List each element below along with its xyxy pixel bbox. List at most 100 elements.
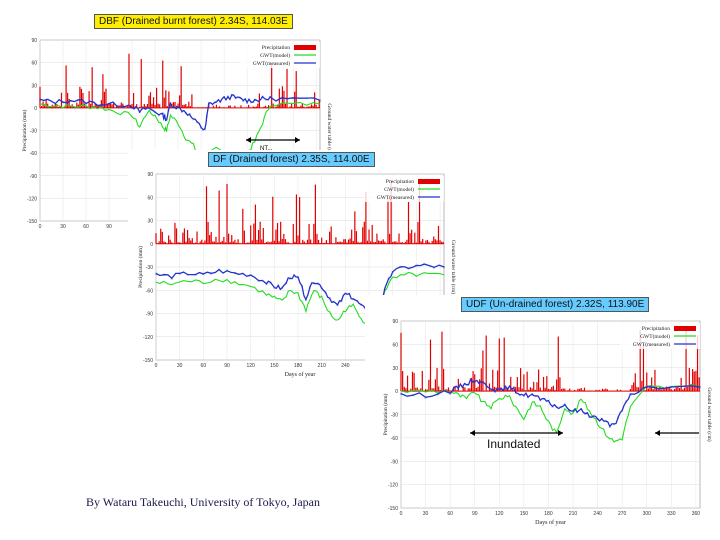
udf-series-gwt-measured: [400, 377, 701, 428]
udf-gwt-measured-point: ×: [608, 426, 611, 431]
dbf-gwt-measured-point: ×: [265, 98, 268, 103]
df-gwt-measured-point: ×: [443, 266, 446, 271]
udf-gwt-measured-point: ×: [465, 384, 468, 389]
udf-xtick-label: 300: [643, 511, 652, 517]
dbf-gwt-measured-point: ×: [138, 111, 141, 116]
df-gwt-measured-point: ×: [301, 285, 304, 290]
df-ytick-label: -150: [143, 358, 153, 364]
dbf-gwt-measured-point: ×: [205, 115, 208, 120]
dbf-ytick-label: 60: [31, 61, 37, 67]
df-gwt-measured-point: ×: [320, 287, 323, 292]
dbf-series-gwt-measured: [39, 94, 321, 131]
udf-xtick-label: 60: [447, 511, 453, 517]
df-gwt-measured-point: ×: [170, 277, 173, 282]
df-ytick-label: 90: [147, 172, 153, 178]
udf-gwt-measured-point: ×: [510, 388, 513, 393]
udf-gwt-measured-point: ×: [588, 416, 591, 421]
udf-gwt-measured-point: ×: [617, 417, 620, 422]
df-legend-label: Precipitation: [386, 179, 414, 185]
credit-text: By Wataru Takeuchi, University of Tokyo,…: [86, 495, 320, 509]
dbf-gwt-measured-point: ×: [77, 99, 80, 104]
udf-gwt-measured-point: ×: [457, 387, 460, 392]
dbf-gwt-measured-point: ×: [146, 107, 149, 112]
df-gwt-measured-point: ×: [265, 283, 268, 288]
udf-ytick-label: -120: [388, 483, 398, 489]
udf-gwt-measured-point: ×: [535, 395, 538, 400]
udf-gwt-measured-point: ×: [502, 389, 505, 394]
df-xtick-label: 120: [247, 363, 256, 369]
udf-xtick-label: 360: [692, 511, 701, 517]
udf-gwt-measured-point: ×: [436, 393, 439, 398]
df-gwt-measured-point: ×: [162, 274, 165, 279]
udf-gwt-measured-point: ×: [461, 386, 464, 391]
udf-inundated-label: Inundated: [487, 437, 541, 451]
chart-dbf: 9060300-30-60-90-120-1500306090120150180…: [18, 12, 338, 237]
df-xtick-label: 180: [294, 363, 303, 369]
df-gwt-measured-point: ×: [178, 272, 181, 277]
udf-xtick-label: 210: [569, 511, 578, 517]
dbf-gwt-measured-point: ×: [319, 99, 322, 104]
udf-gwt-measured-point: ×: [580, 408, 583, 413]
udf-xtick-label: 30: [423, 511, 429, 517]
dbf-gwt-measured-point: ×: [142, 107, 145, 112]
dbf-gwt-measured-point: ×: [246, 101, 249, 106]
dbf-title: DBF (Drained burnt forest) 2.34S, 114.03…: [94, 14, 293, 29]
udf-gwt-measured-point: ×: [543, 398, 546, 403]
dbf-xtick-label: 90: [106, 224, 112, 230]
df-gwt-measured-point: ×: [407, 267, 410, 272]
dbf-annotation-label: NT...: [260, 146, 273, 152]
df-ytick-label: -60: [146, 288, 153, 294]
dbf-gwt-measured-point: ×: [192, 118, 195, 123]
df-gwt-measured-point: ×: [210, 272, 213, 277]
udf-gwt-measured-point: ×: [559, 406, 562, 411]
udf-ytick-label: 90: [392, 319, 398, 325]
df-title: DF (Drained forest) 2.35S, 114.00E: [208, 152, 375, 167]
dbf-gwt-measured-point: ×: [269, 96, 272, 101]
df-gwt-measured-point: ×: [324, 291, 327, 296]
udf-gwt-measured-point: ×: [576, 411, 579, 416]
df-gwt-measured-point: ×: [356, 300, 359, 305]
dbf-gwt-measured-point: ×: [150, 108, 153, 113]
df-legend-label: GWT(measured): [377, 194, 414, 201]
udf-gwt-measured-point: ×: [522, 395, 525, 400]
df-gwt-measured-point: ×: [269, 281, 272, 286]
dbf-gwt-measured-point: ×: [167, 109, 170, 114]
df-gwt-measured-point: ×: [360, 304, 363, 309]
dbf-gwt-measured-point: ×: [261, 96, 264, 101]
udf-gwt-measured-point: ×: [629, 393, 632, 398]
dbf-gwt-measured-point: ×: [169, 102, 172, 107]
udf-xtick-label: 240: [593, 511, 602, 517]
df-gwt-measured-point: ×: [202, 273, 205, 278]
dbf-gwt-measured-point: ×: [242, 100, 245, 105]
udf-gwt-measured-point: ×: [518, 394, 521, 399]
udf-gwt-measured-point: ×: [684, 385, 687, 390]
udf-ytick-label: 60: [392, 342, 398, 348]
udf-gwt-measured-point: ×: [596, 418, 599, 423]
udf-gwt-measured-point: ×: [531, 393, 534, 398]
dbf-gwt-measured-point: ×: [219, 101, 222, 106]
dbf-ytick-label: -120: [27, 196, 37, 202]
dbf-gwt-measured-point: ×: [39, 98, 42, 103]
df-gwt-measured-point: ×: [383, 287, 386, 292]
df-xtick-label: 210: [318, 363, 327, 369]
dbf-gwt-measured-point: ×: [54, 103, 57, 108]
df-gwt-measured-point: ×: [344, 292, 347, 297]
df-gwt-measured-point: ×: [348, 293, 351, 298]
dbf-gwt-measured-point: ×: [305, 97, 308, 102]
df-ytick-label: -30: [146, 265, 153, 271]
dbf-gwt-measured-point: ×: [207, 102, 210, 107]
df-xtick-label: 240: [341, 363, 350, 369]
udf-gwt-measured-point: ×: [600, 418, 603, 423]
dbf-xtick-label: 30: [60, 224, 66, 230]
dbf-y2label: Ground water table (cm): [326, 103, 333, 157]
df-gwt-measured-point: ×: [289, 277, 292, 282]
dbf-gwt-measured-point: ×: [253, 99, 256, 104]
dbf-gwt-measured-point: ×: [154, 111, 157, 116]
udf-xtick-label: 0: [400, 511, 403, 517]
dbf-gwt-measured-point: ×: [173, 106, 176, 111]
dbf-gwt-measured-point: ×: [226, 96, 229, 101]
dbf-gwt-measured-point: ×: [134, 106, 137, 111]
df-gwt-measured-point: ×: [387, 277, 390, 282]
df-gwt-measured-point: ×: [316, 282, 319, 287]
udf-gwt-measured-point: ×: [567, 409, 570, 414]
